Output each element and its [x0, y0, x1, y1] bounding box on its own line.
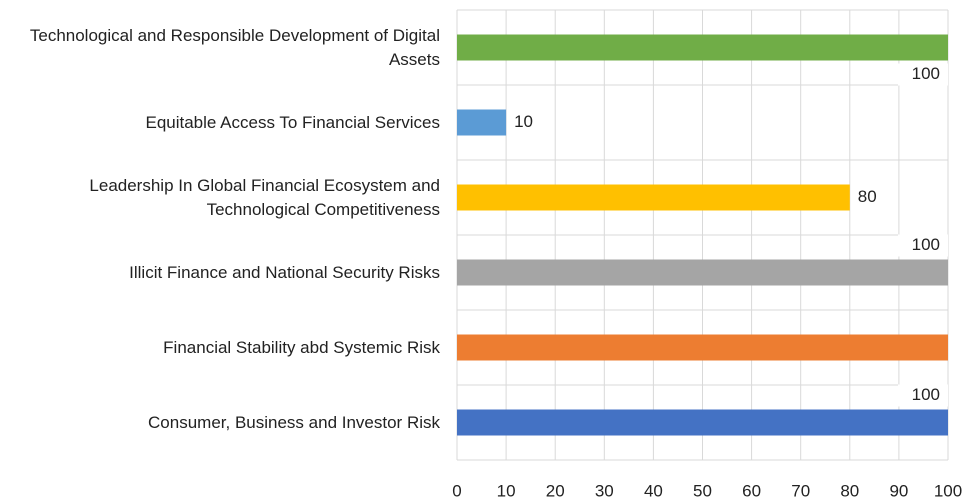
x-tick-label: 80 [840, 481, 859, 500]
data-label: 100 [912, 235, 940, 254]
data-label: 100 [912, 385, 940, 404]
x-tick-label: 90 [889, 481, 908, 500]
data-label: 100 [912, 64, 940, 83]
bar [457, 259, 948, 286]
bar [457, 184, 850, 211]
data-label: 10 [514, 112, 533, 131]
label-bg [898, 234, 948, 257]
bar [457, 409, 948, 436]
x-tick-label: 30 [595, 481, 614, 500]
y-tick-label: Equitable Access To Financial Services [145, 112, 440, 132]
y-tick-label: Leadership In Global Financial Ecosystem… [89, 175, 440, 219]
x-tick-label: 60 [742, 481, 761, 500]
bar [457, 109, 507, 136]
bar [457, 34, 948, 61]
label-bg [898, 384, 948, 407]
x-tick-label: 20 [546, 481, 565, 500]
y-tick-label: Consumer, Business and Investor Risk [148, 412, 440, 432]
x-tick-label: 10 [497, 481, 516, 500]
y-tick-label: Illicit Finance and National Security Ri… [129, 262, 440, 282]
bar [457, 334, 948, 361]
y-tick-label: Technological and Responsible Developmen… [29, 25, 440, 69]
x-tick-label: 100 [934, 481, 962, 500]
label-bg [898, 63, 948, 86]
x-tick-label: 50 [693, 481, 712, 500]
x-tick-label: 40 [644, 481, 663, 500]
data-label: 80 [858, 187, 877, 206]
x-tick-label: 0 [452, 481, 461, 500]
x-tick-label: 70 [791, 481, 810, 500]
y-tick-label: Financial Stability abd Systemic Risk [163, 337, 440, 357]
